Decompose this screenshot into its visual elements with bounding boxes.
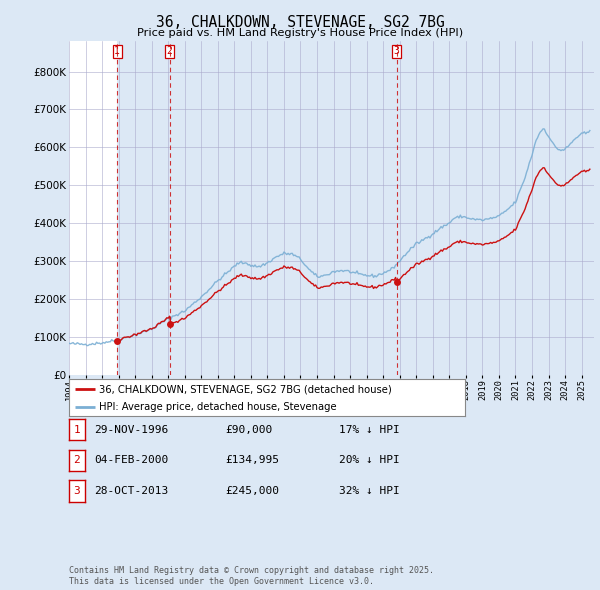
Text: £90,000: £90,000 bbox=[225, 425, 272, 434]
Bar bbox=[117, 41, 170, 375]
Text: 3: 3 bbox=[394, 46, 400, 56]
Text: £134,995: £134,995 bbox=[225, 455, 279, 465]
Text: 36, CHALKDOWN, STEVENAGE, SG2 7BG (detached house): 36, CHALKDOWN, STEVENAGE, SG2 7BG (detac… bbox=[98, 384, 391, 394]
Text: 3: 3 bbox=[73, 486, 80, 496]
Text: 29-NOV-1996: 29-NOV-1996 bbox=[94, 425, 169, 434]
Text: 1: 1 bbox=[114, 46, 120, 56]
Text: 2: 2 bbox=[73, 455, 80, 465]
Text: 20% ↓ HPI: 20% ↓ HPI bbox=[339, 455, 400, 465]
Bar bbox=[397, 41, 594, 375]
Text: 04-FEB-2000: 04-FEB-2000 bbox=[94, 455, 169, 465]
Text: Contains HM Land Registry data © Crown copyright and database right 2025.
This d: Contains HM Land Registry data © Crown c… bbox=[69, 566, 434, 586]
Text: Price paid vs. HM Land Registry's House Price Index (HPI): Price paid vs. HM Land Registry's House … bbox=[137, 28, 463, 38]
Text: £245,000: £245,000 bbox=[225, 486, 279, 496]
Text: 1: 1 bbox=[73, 425, 80, 434]
Text: 2: 2 bbox=[167, 46, 173, 56]
Bar bbox=[170, 41, 397, 375]
Text: 17% ↓ HPI: 17% ↓ HPI bbox=[339, 425, 400, 434]
Text: HPI: Average price, detached house, Stevenage: HPI: Average price, detached house, Stev… bbox=[98, 402, 337, 412]
Text: 28-OCT-2013: 28-OCT-2013 bbox=[94, 486, 169, 496]
Text: 32% ↓ HPI: 32% ↓ HPI bbox=[339, 486, 400, 496]
Text: 36, CHALKDOWN, STEVENAGE, SG2 7BG: 36, CHALKDOWN, STEVENAGE, SG2 7BG bbox=[155, 15, 445, 30]
